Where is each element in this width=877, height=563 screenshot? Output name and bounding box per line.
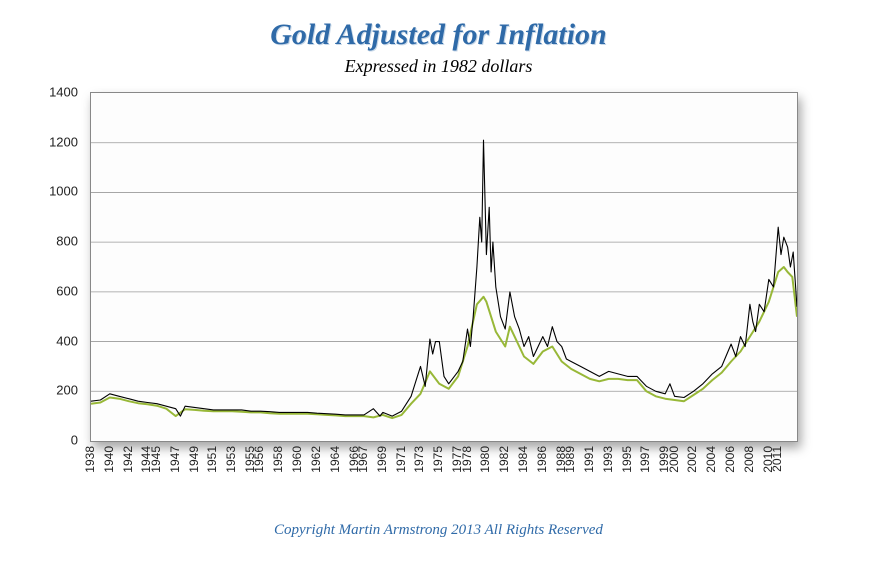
plot-svg xyxy=(91,93,797,441)
y-tick-label: 800 xyxy=(56,234,78,249)
x-tick-label: 1960 xyxy=(290,446,304,473)
x-tick-label: 1973 xyxy=(412,446,426,473)
x-tick-label: 1942 xyxy=(121,446,135,473)
x-tick-label: 1980 xyxy=(478,446,492,473)
x-axis-labels: 1938194019421944194519471949195119531955… xyxy=(90,444,796,504)
x-tick-label: 1997 xyxy=(638,446,652,473)
x-tick-label: 1949 xyxy=(187,446,201,473)
y-tick-label: 1400 xyxy=(49,85,78,100)
x-tick-label: 1964 xyxy=(328,446,342,473)
y-tick-label: 0 xyxy=(71,433,78,448)
plot-area xyxy=(90,92,798,442)
x-tick-label: 1978 xyxy=(460,446,474,473)
x-tick-label: 2000 xyxy=(667,446,681,473)
x-tick-label: 1986 xyxy=(535,446,549,473)
x-tick-label: 1975 xyxy=(431,446,445,473)
x-tick-label: 1982 xyxy=(497,446,511,473)
x-tick-label: 2008 xyxy=(742,446,756,473)
x-tick-label: 2002 xyxy=(685,446,699,473)
x-tick-label: 1958 xyxy=(271,446,285,473)
chart-title: Gold Adjusted for Inflation xyxy=(0,18,877,52)
y-tick-label: 200 xyxy=(56,383,78,398)
series-gold_low_green xyxy=(91,267,797,418)
chart-subtitle: Expressed in 1982 dollars xyxy=(0,56,877,77)
y-tick-label: 1000 xyxy=(49,184,78,199)
y-axis-labels: 0200400600800100012001400 xyxy=(0,92,84,440)
x-tick-label: 2011 xyxy=(770,446,784,472)
y-tick-label: 600 xyxy=(56,283,78,298)
x-tick-label: 1989 xyxy=(563,446,577,473)
x-tick-label: 1962 xyxy=(309,446,323,473)
y-tick-label: 1200 xyxy=(49,134,78,149)
x-tick-label: 1940 xyxy=(102,446,116,473)
x-tick-label: 1945 xyxy=(149,446,163,473)
x-tick-label: 1991 xyxy=(582,446,596,473)
x-tick-label: 1971 xyxy=(394,446,408,473)
x-tick-label: 1951 xyxy=(205,446,219,473)
x-tick-label: 1967 xyxy=(356,446,370,473)
x-tick-label: 1953 xyxy=(224,446,238,473)
x-tick-label: 1984 xyxy=(516,446,530,473)
series-gold_high_black xyxy=(91,140,797,416)
x-tick-label: 1969 xyxy=(375,446,389,473)
x-tick-label: 1993 xyxy=(601,446,615,473)
x-tick-label: 1956 xyxy=(252,446,266,473)
x-tick-label: 1995 xyxy=(620,446,634,473)
copyright-text: Copyright Martin Armstrong 2013 All Righ… xyxy=(0,522,877,539)
x-tick-label: 1938 xyxy=(83,446,97,473)
y-tick-label: 400 xyxy=(56,333,78,348)
x-tick-label: 2004 xyxy=(704,446,718,473)
x-tick-label: 2006 xyxy=(723,446,737,473)
x-tick-label: 1947 xyxy=(168,446,182,473)
